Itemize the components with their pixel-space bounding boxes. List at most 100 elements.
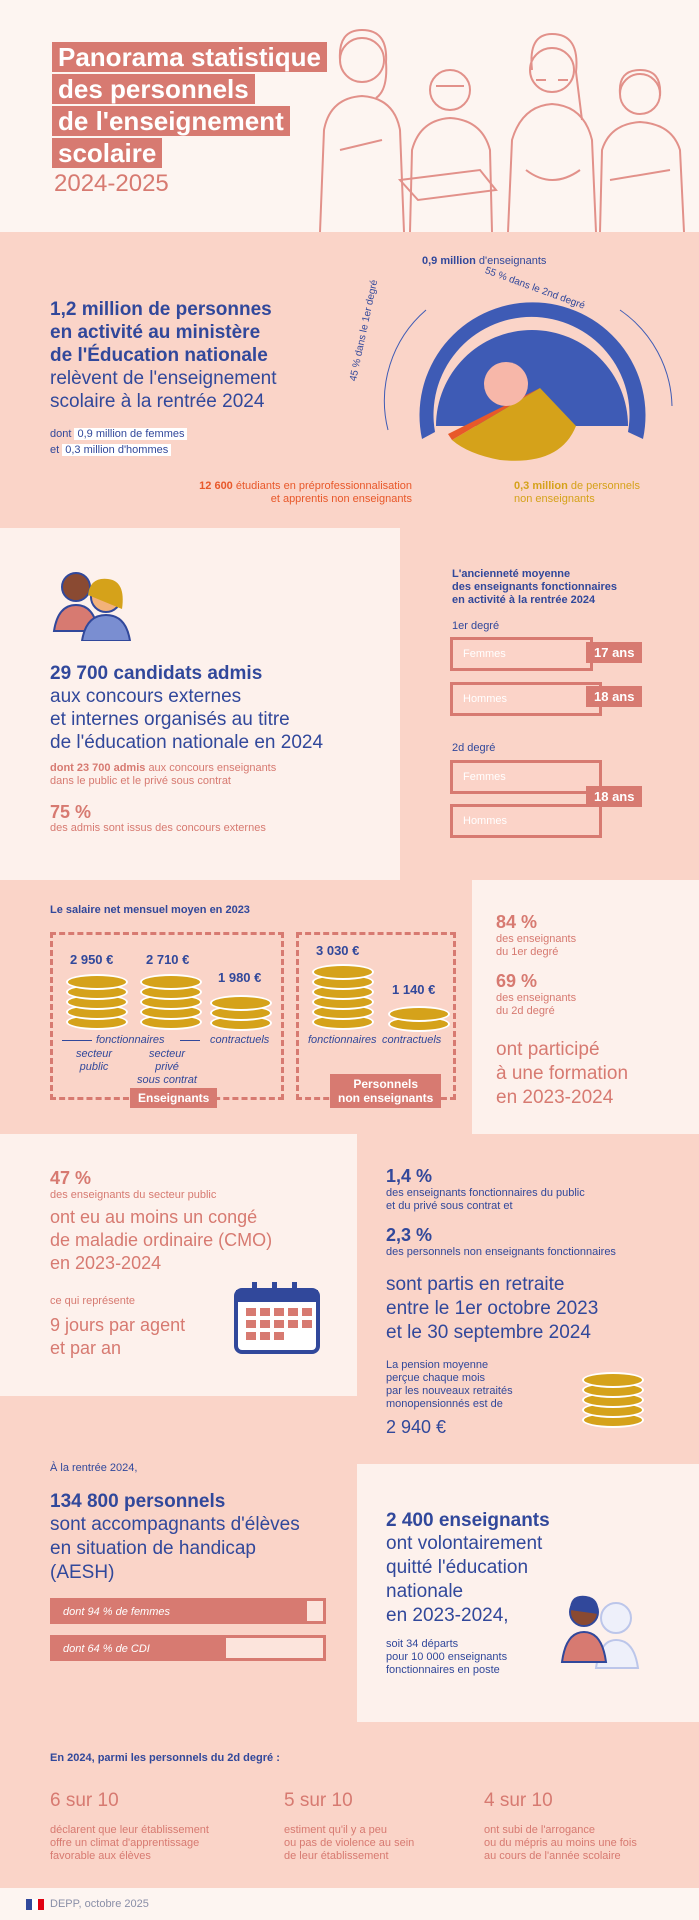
- women-count: 0,9 million de femmes: [74, 428, 188, 440]
- private-label-1: secteur: [148, 1048, 186, 1060]
- pension-value: 2 940 €: [386, 1417, 447, 1437]
- men-count: 0,3 million d'hommes: [62, 444, 172, 456]
- aesh-line-1: sont accompagnants d'élèves: [50, 1514, 300, 1535]
- climate-2-line-2: ou pas de violence au sein: [284, 1837, 415, 1849]
- sick-pct-label: des enseignants du secteur public: [50, 1189, 217, 1201]
- climate-3-line-1: ont subi de l'arrogance: [484, 1824, 595, 1836]
- coins-stack-5: [388, 1000, 450, 1034]
- dont-rest-1: aux concours enseignants: [148, 762, 277, 774]
- pension-3: par les nouveaux retraités: [386, 1385, 513, 1397]
- aesh-cdi-bar: dont 64 % de CDI: [50, 1635, 326, 1661]
- external-pct: 75 %: [50, 802, 92, 822]
- people-illustration: [319, 28, 685, 232]
- coins-stack-2: [140, 970, 202, 1032]
- nonteaching-label-2: non enseignants: [514, 493, 595, 505]
- public-label: secteur public: [76, 1048, 112, 1074]
- nonteaching-callout: 0,3 million de personnels non enseignant…: [514, 480, 640, 506]
- title-line-4: scolaire: [52, 138, 163, 168]
- sick-content: 47 % des enseignants du secteur public o…: [50, 1168, 272, 1360]
- aesh-women-bar: dont 94 % de femmes: [50, 1598, 326, 1624]
- seniority-title-2: des enseignants fonctionnaires: [452, 581, 618, 593]
- donut-center: [484, 362, 528, 406]
- teachers-inner: [436, 330, 628, 426]
- salary-value-5: 1 140 €: [392, 982, 436, 997]
- candidates-headline: 29 700 candidats admis aux concours exte…: [50, 662, 323, 754]
- students-value: 12 600: [199, 480, 233, 492]
- public-label-2: public: [79, 1061, 109, 1073]
- retire-pct-2-label: des personnels non enseignants fonctionn…: [386, 1246, 616, 1258]
- students-callout: 12 600 étudiants en préprofessionnalisat…: [150, 480, 412, 506]
- section-training: [472, 880, 699, 1134]
- climate-value-1: 6 sur 10: [50, 1790, 119, 1811]
- nonteaching-segment: [452, 388, 576, 461]
- section-climate: [0, 1722, 699, 1888]
- training-pct-1-label-1: des enseignants: [496, 933, 577, 945]
- training-content: 84 % des enseignants du 1er degré 69 % d…: [496, 912, 628, 1110]
- nonteach-tag-1: Personnels: [353, 1077, 419, 1091]
- training-pct-1-label-2: du 1er degré: [496, 946, 559, 958]
- sick-line-2: de maladie ordinaire (CMO): [50, 1230, 273, 1250]
- d1-men-bar: Hommes: [450, 682, 602, 716]
- page-title: Panorama statistique des personnels de l…: [52, 42, 352, 170]
- d2-both-value: 18 ans: [586, 786, 643, 807]
- salary-value-1: 2 950 €: [70, 952, 114, 967]
- sick-line-1: ont eu au moins un congé: [50, 1207, 258, 1227]
- aesh-content: À la rentrée 2024, 134 800 personnels so…: [50, 1462, 300, 1585]
- contractuels-label-2: contractuels: [382, 1034, 442, 1046]
- climate-stat-1: 6 sur 10 déclarent que leur établissemen…: [50, 1790, 209, 1863]
- salary-title: Le salaire net mensuel moyen en 2023: [50, 904, 250, 916]
- quit-stat-2: pour 10 000 enseignants: [386, 1651, 508, 1663]
- section-aesh: [0, 1396, 357, 1722]
- climate-stat-2: 5 sur 10 estiment qu'il y a peu ou pas d…: [284, 1790, 414, 1863]
- training-pct-2-label-1: des enseignants: [496, 992, 577, 1004]
- quit-stat-1: soit 34 départs: [386, 1638, 459, 1650]
- sick-pct: 47 %: [50, 1168, 92, 1188]
- personnel-donut-chart: [383, 302, 673, 461]
- training-pct-2: 69 %: [496, 971, 538, 991]
- candidates-line-1: aux concours externes: [50, 686, 242, 707]
- headline-bold-2: en activité au ministère: [50, 322, 261, 343]
- quit-bold: 2 400 enseignants: [386, 1510, 550, 1531]
- aesh-intro: À la rentrée 2024,: [50, 1462, 138, 1474]
- seniority-title-3: en activité à la rentrée 2024: [452, 594, 596, 606]
- coins-stack-3: [210, 985, 272, 1033]
- candidates-icon: [52, 572, 132, 641]
- aesh-line-3: (AESH): [50, 1562, 115, 1583]
- coins-stack-4: [312, 962, 374, 1034]
- d2-women-bar: Femmes: [450, 760, 602, 794]
- sick-days-1: 9 jours par agent: [50, 1315, 186, 1335]
- climate-value-2: 5 sur 10: [284, 1790, 353, 1811]
- headline-bold-1: 1,2 million de personnes: [50, 299, 272, 320]
- personnel-headline: 1,2 million de personnes en activité au …: [50, 298, 277, 413]
- retire-pct-1-label-1: des enseignants fonctionnaires du public: [386, 1187, 585, 1199]
- aesh-cdi-fill: [53, 1638, 226, 1658]
- training-pct-1: 84 %: [496, 912, 538, 932]
- pension-coins: [582, 1370, 644, 1432]
- aesh-women-fill: [53, 1601, 307, 1621]
- fonctionnaires-label: fonctionnaires: [96, 1034, 165, 1046]
- teachers-label: d'enseignants: [478, 255, 547, 267]
- climate-3-line-2: ou du mépris au moins une fois: [484, 1837, 637, 1849]
- d2-women-label: Femmes: [463, 771, 506, 783]
- nonteaching-value: 0,3 million: [514, 480, 568, 492]
- aesh-women-label: dont 94 % de femmes: [63, 1606, 171, 1618]
- retire-line-3: et le 30 septembre 2024: [386, 1322, 591, 1343]
- headline-rest-2: scolaire à la rentrée 2024: [50, 391, 265, 412]
- degree2-label: 2d degré: [452, 742, 496, 754]
- quit-stat-3: fonctionnaires en poste: [386, 1664, 500, 1676]
- pension-1: La pension moyenne: [386, 1359, 489, 1371]
- retire-pct-1: 1,4 %: [386, 1166, 433, 1186]
- sick-days-2: et par an: [50, 1338, 122, 1358]
- climate-1-line-3: favorable aux élèves: [50, 1850, 151, 1862]
- climate-title: En 2024, parmi les personnels du 2d degr…: [50, 1752, 280, 1764]
- climate-2-line-3: de leur établissement: [284, 1850, 389, 1862]
- quit-line-3: nationale: [386, 1581, 464, 1602]
- training-line-1: ont participé: [496, 1039, 600, 1060]
- quit-content: 2 400 enseignants ont volontairement qui…: [386, 1510, 550, 1677]
- headline-rest-1: relèvent de l'enseignement: [50, 368, 277, 389]
- external-pct-label: des admis sont issus des concours extern…: [50, 822, 266, 834]
- et-label: et: [50, 444, 60, 456]
- training-line-2: à une formation: [496, 1063, 629, 1084]
- sick-represents: ce qui représente: [50, 1295, 135, 1307]
- retire-line-1: sont partis en retraite: [386, 1274, 565, 1295]
